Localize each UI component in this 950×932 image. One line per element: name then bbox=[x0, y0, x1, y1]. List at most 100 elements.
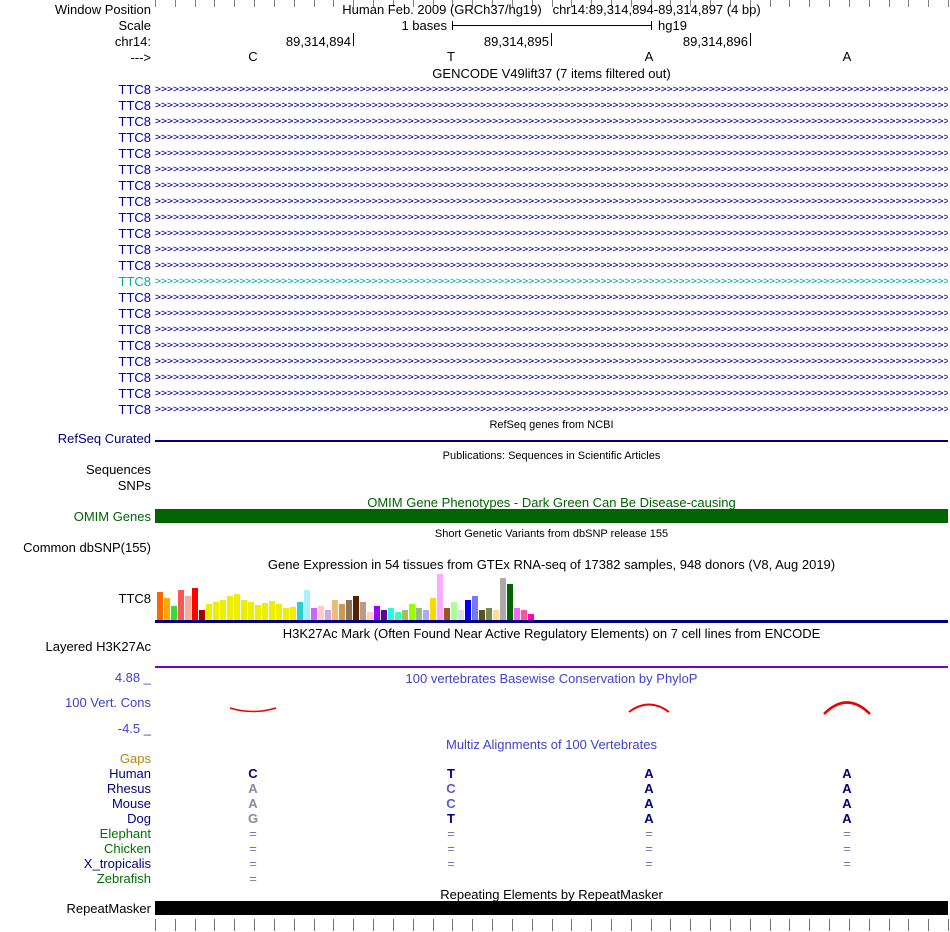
gene-row-label[interactable]: TTC8 bbox=[118, 98, 152, 113]
gene-row-arrows[interactable]: >>>>>>>>>>>>>>>>>>>>>>>>>>>>>>>>>>>>>>>>… bbox=[155, 260, 948, 271]
gtex-bar[interactable] bbox=[507, 584, 513, 620]
repeatmasker-label[interactable]: RepeatMasker bbox=[66, 901, 151, 916]
gene-row-arrows[interactable]: >>>>>>>>>>>>>>>>>>>>>>>>>>>>>>>>>>>>>>>>… bbox=[155, 324, 948, 335]
gene-row-label[interactable]: TTC8 bbox=[118, 274, 152, 289]
gtex-bar[interactable] bbox=[290, 607, 296, 620]
gene-row-arrows[interactable]: >>>>>>>>>>>>>>>>>>>>>>>>>>>>>>>>>>>>>>>>… bbox=[155, 308, 948, 319]
gtex-bar[interactable] bbox=[220, 600, 226, 620]
species-label[interactable]: Elephant bbox=[99, 826, 151, 841]
repeatmasker-track[interactable] bbox=[155, 901, 948, 915]
gene-row-label[interactable]: TTC8 bbox=[118, 178, 152, 193]
species-label[interactable]: Rhesus bbox=[106, 781, 151, 796]
gene-row-label[interactable]: TTC8 bbox=[118, 242, 152, 257]
gtex-bar[interactable] bbox=[164, 598, 170, 620]
gtex-bar[interactable] bbox=[479, 610, 485, 620]
gene-row-label[interactable]: TTC8 bbox=[118, 338, 152, 353]
gtex-bar[interactable] bbox=[360, 602, 366, 620]
gtex-bar[interactable] bbox=[297, 602, 303, 620]
gene-row-arrows[interactable]: >>>>>>>>>>>>>>>>>>>>>>>>>>>>>>>>>>>>>>>>… bbox=[155, 340, 948, 351]
gtex-bar[interactable] bbox=[353, 596, 359, 620]
gene-row-arrows[interactable]: >>>>>>>>>>>>>>>>>>>>>>>>>>>>>>>>>>>>>>>>… bbox=[155, 84, 948, 95]
gtex-bar[interactable] bbox=[304, 590, 310, 620]
omim-genes-label[interactable]: OMIM Genes bbox=[73, 509, 151, 524]
gene-row-arrows[interactable]: >>>>>>>>>>>>>>>>>>>>>>>>>>>>>>>>>>>>>>>>… bbox=[155, 164, 948, 175]
gtex-bar[interactable] bbox=[339, 604, 345, 620]
gtex-bar[interactable] bbox=[486, 608, 492, 620]
gtex-bar[interactable] bbox=[451, 602, 457, 620]
gtex-bar[interactable] bbox=[311, 608, 317, 620]
gene-row-label[interactable]: TTC8 bbox=[118, 210, 152, 225]
gtex-gene-label[interactable]: TTC8 bbox=[118, 591, 152, 606]
gaps-label[interactable]: Gaps bbox=[119, 751, 151, 766]
gtex-bar[interactable] bbox=[388, 608, 394, 620]
gtex-bar[interactable] bbox=[381, 610, 387, 620]
gene-row-label[interactable]: TTC8 bbox=[118, 322, 152, 337]
gtex-bar[interactable] bbox=[367, 612, 373, 620]
snps-label[interactable]: SNPs bbox=[117, 478, 151, 493]
species-label[interactable]: Human bbox=[109, 766, 151, 781]
gene-row-label[interactable]: TTC8 bbox=[118, 194, 152, 209]
gtex-bar[interactable] bbox=[241, 600, 247, 620]
gtex-bar[interactable] bbox=[402, 610, 408, 620]
species-label[interactable]: Mouse bbox=[111, 796, 151, 811]
gtex-bar[interactable] bbox=[374, 606, 380, 620]
gtex-bar[interactable] bbox=[213, 602, 219, 620]
gtex-bar[interactable] bbox=[157, 592, 163, 620]
gene-row-arrows[interactable]: >>>>>>>>>>>>>>>>>>>>>>>>>>>>>>>>>>>>>>>>… bbox=[155, 100, 948, 111]
gtex-bar[interactable] bbox=[276, 604, 282, 620]
gtex-bar[interactable] bbox=[514, 608, 520, 620]
gtex-bar[interactable] bbox=[395, 612, 401, 620]
gtex-bar[interactable] bbox=[493, 610, 499, 620]
gene-row-label[interactable]: TTC8 bbox=[118, 290, 152, 305]
common-dbsnp-label[interactable]: Common dbSNP(155) bbox=[23, 540, 151, 555]
gtex-bar[interactable] bbox=[178, 590, 184, 620]
gtex-bar[interactable] bbox=[409, 604, 415, 620]
gtex-bar[interactable] bbox=[416, 608, 422, 620]
gtex-bar[interactable] bbox=[444, 608, 450, 620]
gene-row-label[interactable]: TTC8 bbox=[118, 306, 152, 321]
refseq-curated-label[interactable]: RefSeq Curated bbox=[57, 431, 151, 446]
gene-row-label[interactable]: TTC8 bbox=[118, 226, 152, 241]
gene-row-label[interactable]: TTC8 bbox=[118, 354, 152, 369]
gtex-bar[interactable] bbox=[262, 603, 268, 620]
gene-row-label[interactable]: TTC8 bbox=[118, 114, 152, 129]
gtex-bar[interactable] bbox=[318, 606, 324, 620]
gene-row-arrows[interactable]: >>>>>>>>>>>>>>>>>>>>>>>>>>>>>>>>>>>>>>>>… bbox=[155, 180, 948, 191]
gtex-bar[interactable] bbox=[465, 600, 471, 620]
gene-row-label[interactable]: TTC8 bbox=[118, 402, 152, 417]
gtex-bar[interactable] bbox=[521, 610, 527, 620]
gtex-bar[interactable] bbox=[430, 598, 436, 620]
h3k27ac-label[interactable]: Layered H3K27Ac bbox=[45, 639, 151, 654]
gtex-bar[interactable] bbox=[192, 588, 198, 620]
species-label[interactable]: Chicken bbox=[104, 841, 151, 856]
gene-row-arrows[interactable]: >>>>>>>>>>>>>>>>>>>>>>>>>>>>>>>>>>>>>>>>… bbox=[155, 116, 948, 127]
gtex-bar[interactable] bbox=[423, 610, 429, 620]
gene-row-arrows[interactable]: >>>>>>>>>>>>>>>>>>>>>>>>>>>>>>>>>>>>>>>>… bbox=[155, 244, 948, 255]
gene-row-arrows[interactable]: >>>>>>>>>>>>>>>>>>>>>>>>>>>>>>>>>>>>>>>>… bbox=[155, 356, 948, 367]
gtex-bar[interactable] bbox=[185, 596, 191, 620]
gene-row-arrows[interactable]: >>>>>>>>>>>>>>>>>>>>>>>>>>>>>>>>>>>>>>>>… bbox=[155, 196, 948, 207]
gtex-bar[interactable] bbox=[269, 601, 275, 620]
gtex-bar[interactable] bbox=[458, 610, 464, 620]
species-label[interactable]: Dog bbox=[127, 811, 151, 826]
gtex-bar[interactable] bbox=[227, 596, 233, 620]
refseq-curated-track[interactable] bbox=[155, 440, 948, 442]
gene-row-arrows[interactable]: >>>>>>>>>>>>>>>>>>>>>>>>>>>>>>>>>>>>>>>>… bbox=[155, 292, 948, 303]
gene-row-label[interactable]: TTC8 bbox=[118, 370, 152, 385]
gtex-bar[interactable] bbox=[206, 604, 212, 620]
gene-row-arrows[interactable]: >>>>>>>>>>>>>>>>>>>>>>>>>>>>>>>>>>>>>>>>… bbox=[155, 228, 948, 239]
gene-row-arrows[interactable]: >>>>>>>>>>>>>>>>>>>>>>>>>>>>>>>>>>>>>>>>… bbox=[155, 276, 948, 287]
gtex-bar[interactable] bbox=[283, 608, 289, 620]
gene-row-arrows[interactable]: >>>>>>>>>>>>>>>>>>>>>>>>>>>>>>>>>>>>>>>>… bbox=[155, 132, 948, 143]
gtex-bar[interactable] bbox=[325, 610, 331, 620]
gtex-bar[interactable] bbox=[199, 610, 205, 620]
gene-row-arrows[interactable]: >>>>>>>>>>>>>>>>>>>>>>>>>>>>>>>>>>>>>>>>… bbox=[155, 388, 948, 399]
omim-genes-track[interactable] bbox=[155, 509, 948, 523]
gtex-bar[interactable] bbox=[234, 594, 240, 620]
gene-row-label[interactable]: TTC8 bbox=[118, 130, 152, 145]
gene-row-label[interactable]: TTC8 bbox=[118, 146, 152, 161]
gene-row-arrows[interactable]: >>>>>>>>>>>>>>>>>>>>>>>>>>>>>>>>>>>>>>>>… bbox=[155, 212, 948, 223]
species-label[interactable]: Zebrafish bbox=[96, 871, 151, 886]
gtex-bar[interactable] bbox=[255, 605, 261, 620]
gtex-bar[interactable] bbox=[346, 600, 352, 620]
